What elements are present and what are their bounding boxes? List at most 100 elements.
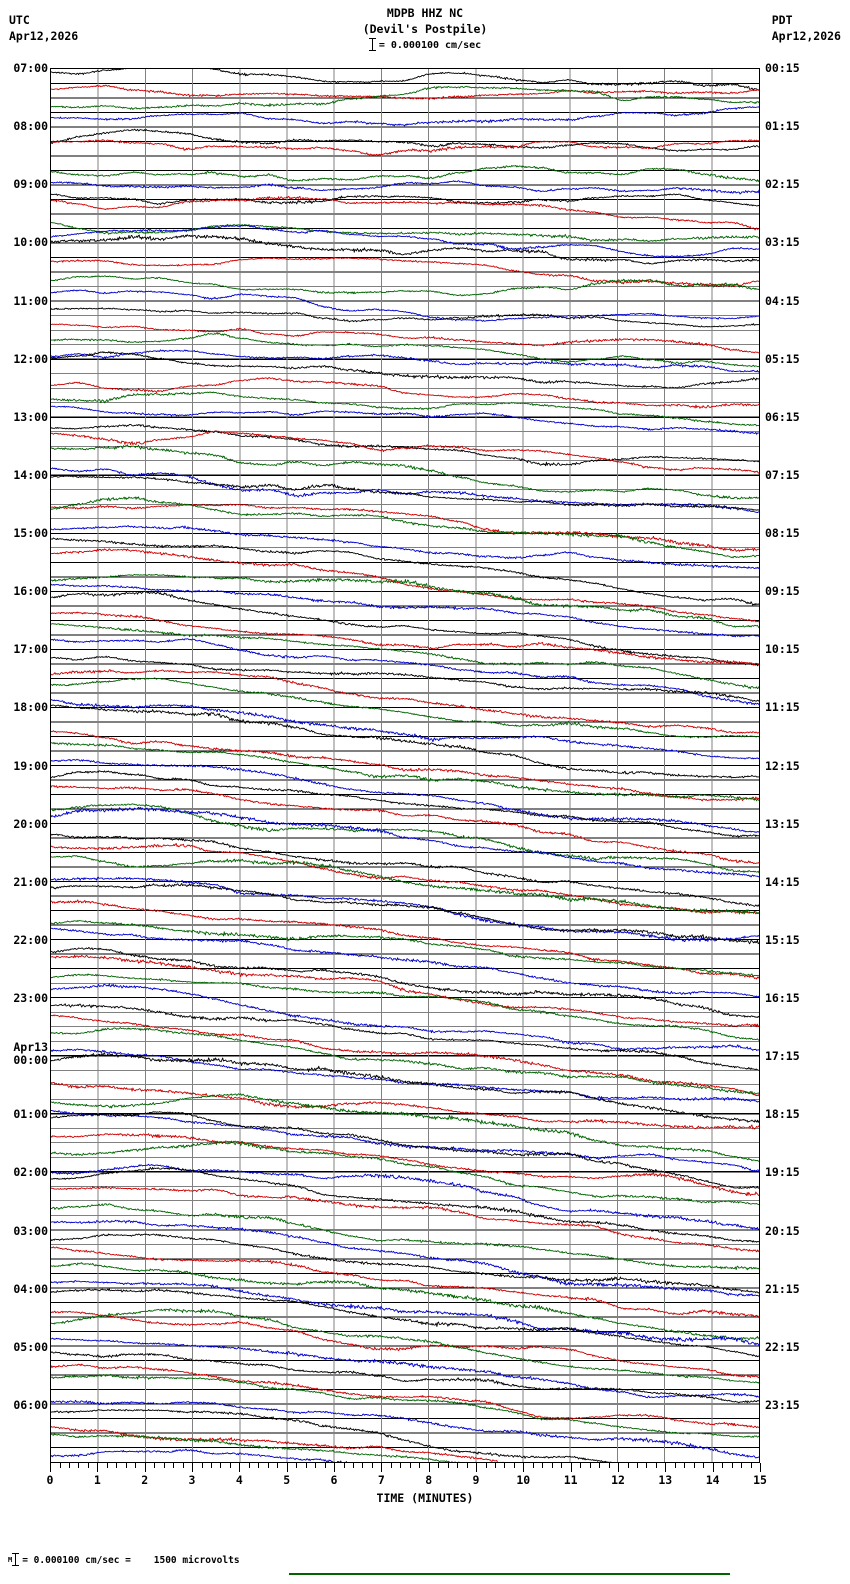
x-axis-minor-tick [400, 1463, 402, 1468]
seismogram-trace [51, 84, 759, 101]
pdt-time-label: 13:15 [765, 816, 800, 831]
header-left-timezone: UTC [9, 13, 30, 27]
header-title-block: MDPB HHZ NC (Devil's Postpile) [0, 5, 850, 37]
utc-time-label: 11:00 [13, 293, 48, 308]
footer-prefix: M [8, 1556, 13, 1564]
seismogram-trace [51, 1409, 613, 1462]
x-axis-tick-label: 10 [516, 1473, 531, 1487]
x-axis-major-tick [712, 1463, 714, 1472]
x-axis-major-tick [476, 1463, 477, 1472]
x-axis-minor-tick [627, 1463, 629, 1468]
utc-time-label: 07:00 [13, 61, 48, 75]
x-axis-tick-label: 3 [188, 1473, 196, 1487]
seismogram-trace [51, 1052, 759, 1123]
seismogram-trace [51, 234, 759, 265]
x-axis-minor-tick [513, 1463, 515, 1468]
x-axis-major-tick [144, 1463, 146, 1472]
seismogram-trace [51, 423, 759, 467]
x-axis-tick-label: 8 [425, 1473, 433, 1487]
seismogram-trace [51, 275, 759, 297]
x-axis-tick-label: 6 [330, 1473, 338, 1487]
seismogram-trace [51, 257, 759, 288]
header-right-date: Apr12,2026 [771, 29, 841, 43]
seismogram-trace [51, 1262, 759, 1341]
pdt-time-label: 23:15 [765, 1397, 800, 1412]
utc-time-label: 20:00 [13, 816, 48, 831]
seismogram-trace [51, 638, 759, 706]
pdt-time-label: 16:15 [765, 991, 800, 1005]
seismogram-trace [51, 1203, 759, 1271]
x-axis-major-tick [192, 1463, 193, 1472]
pdt-time-label: 05:15 [765, 351, 800, 366]
x-axis-tick-label: 9 [472, 1473, 480, 1487]
seismogram-trace [51, 351, 759, 389]
utc-time-label: 05:00 [13, 1339, 48, 1354]
seismogram-trace [51, 1233, 759, 1294]
x-axis-minor-tick [305, 1463, 307, 1468]
seismogram-trace [51, 475, 759, 511]
x-axis-minor-tick [371, 1463, 373, 1468]
pdt-time-label: 01:15 [765, 119, 800, 134]
x-axis-tick-label: 12 [611, 1473, 625, 1487]
seismogram-trace [51, 785, 759, 865]
seismogram-trace [51, 405, 759, 435]
x-axis-tick-label: 14 [705, 1473, 720, 1487]
utc-time-label: 03:00 [13, 1223, 48, 1238]
seismogram-trace [51, 704, 759, 779]
pdt-time-label: 11:15 [765, 700, 800, 715]
x-axis-minor-tick [722, 1463, 724, 1468]
x-axis-minor-tick [447, 1463, 449, 1468]
seismogram-trace [51, 669, 759, 734]
utc-time-label: 12:00 [13, 351, 48, 366]
x-axis-major-tick [286, 1463, 288, 1472]
seismogram-trace [51, 1081, 759, 1130]
pdt-time-label: 08:15 [765, 526, 800, 540]
seismogram-trace [51, 655, 759, 702]
x-axis-major-tick [570, 1463, 572, 1472]
x-axis-major-tick [97, 1463, 99, 1472]
x-axis-minor-tick [87, 1463, 89, 1468]
seismogram-trace [51, 289, 759, 322]
seismogram-trace [51, 1448, 348, 1462]
x-axis: 0 1 2 3 4 5 6 7 8 9 10 11 12 13 14 15 [46, 1463, 767, 1503]
pdt-time-label: 10:15 [765, 642, 800, 657]
x-axis-tick-label: 11 [563, 1473, 578, 1487]
x-axis-minor-tick [210, 1463, 212, 1468]
x-axis-minor-tick [542, 1463, 544, 1468]
x-axis-minor-tick [674, 1463, 676, 1468]
x-axis-minor-tick [296, 1463, 298, 1468]
seismogram-trace [51, 1219, 759, 1297]
seismogram-trace [51, 1246, 759, 1319]
seismogram-trace [51, 323, 759, 354]
seismogram-trace [51, 742, 759, 802]
x-axis-minor-tick [485, 1463, 487, 1468]
seismogram-trace [51, 855, 759, 915]
station-location: (Devil's Postpile) [362, 22, 488, 36]
x-axis-minor-tick [362, 1463, 364, 1468]
utc-time-label: 13:00 [13, 409, 48, 424]
seismogram-trace [51, 525, 759, 570]
seismogram-trace [51, 1133, 759, 1197]
x-axis-tick-label: 5 [283, 1473, 291, 1487]
x-axis-minor-tick [173, 1463, 175, 1468]
x-axis-tick-label: 7 [377, 1473, 385, 1487]
seismogram-trace [51, 1351, 759, 1404]
footer-scale-note: M = 0.000100 cm/sec = 1500 microvolts [8, 1553, 240, 1566]
station-code: MDPB HHZ NC [386, 6, 464, 20]
seismogram-trace [51, 180, 759, 195]
seismogram-trace [51, 444, 759, 500]
footer-green-rule [289, 1573, 730, 1575]
x-axis-tick-label: 0 [46, 1473, 54, 1487]
x-axis-minor-tick [684, 1463, 686, 1468]
seismogram-trace [51, 946, 759, 1018]
seismogram-trace [51, 1140, 759, 1206]
x-axis-minor-tick [750, 1463, 752, 1468]
utc-time-label: 09:00 [13, 177, 48, 192]
seismogram-trace [51, 1186, 759, 1253]
seismogram-trace [51, 193, 759, 207]
seismogram-trace [51, 1093, 759, 1162]
seismogram-trace [51, 882, 759, 945]
pdt-time-label: 14:15 [765, 874, 800, 889]
pdt-time-label: 17:15 [765, 1049, 800, 1064]
